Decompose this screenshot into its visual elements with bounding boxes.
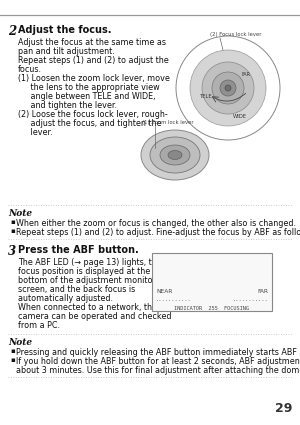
Text: focus position is displayed at the: focus position is displayed at the: [18, 267, 150, 276]
Circle shape: [225, 85, 231, 91]
Text: TELE: TELE: [200, 94, 212, 99]
Circle shape: [220, 80, 236, 96]
Text: bottom of the adjustment monitor: bottom of the adjustment monitor: [18, 276, 156, 285]
Text: camera can be operated and checked: camera can be operated and checked: [18, 312, 172, 321]
Text: 29: 29: [274, 402, 292, 415]
Text: pan and tilt adjustment.: pan and tilt adjustment.: [18, 47, 115, 56]
Text: FAR: FAR: [242, 71, 250, 76]
Text: If you hold down the ABF button for at least 2 seconds, ABF adjustment is starte: If you hold down the ABF button for at l…: [16, 357, 300, 366]
Ellipse shape: [160, 145, 190, 165]
Text: 3: 3: [8, 245, 16, 258]
Text: The ABF LED (→ page 13) lights, the: The ABF LED (→ page 13) lights, the: [18, 258, 162, 267]
Text: focus.: focus.: [18, 65, 42, 74]
Text: Note: Note: [8, 209, 32, 218]
Ellipse shape: [150, 137, 200, 173]
Text: Adjust the focus.: Adjust the focus.: [18, 25, 112, 35]
Circle shape: [212, 72, 244, 104]
Text: 2: 2: [8, 25, 16, 38]
Text: Repeat steps (1) and (2) to adjust. Fine-adjust the focus by ABF as follows.: Repeat steps (1) and (2) to adjust. Fine…: [16, 228, 300, 237]
Text: When connected to a network, the: When connected to a network, the: [18, 303, 157, 312]
Text: and tighten the lever.: and tighten the lever.: [18, 101, 117, 110]
Text: Pressing and quickly releasing the ABF button immediately starts ABF adjustment.: Pressing and quickly releasing the ABF b…: [16, 348, 300, 357]
Text: adjust the focus, and tighten the: adjust the focus, and tighten the: [18, 119, 161, 128]
Text: angle between TELE and WIDE,: angle between TELE and WIDE,: [18, 92, 155, 101]
Ellipse shape: [141, 130, 209, 180]
Text: ...........: ...........: [232, 297, 268, 302]
Text: INDICATOR  255  FOCUSING: INDICATOR 255 FOCUSING: [175, 306, 250, 311]
Circle shape: [190, 50, 266, 126]
Text: screen, and the back focus is: screen, and the back focus is: [18, 285, 135, 294]
Text: ▪: ▪: [10, 219, 15, 225]
Text: ▪: ▪: [10, 228, 15, 234]
Text: ▪: ▪: [10, 357, 15, 363]
Text: lever.: lever.: [18, 128, 52, 137]
Text: When either the zoom or focus is changed, the other also is changed.: When either the zoom or focus is changed…: [16, 219, 296, 228]
Ellipse shape: [168, 150, 182, 159]
Text: (2) Focus lock lever: (2) Focus lock lever: [210, 32, 262, 37]
Circle shape: [202, 62, 254, 114]
Text: automatically adjusted.: automatically adjusted.: [18, 294, 113, 303]
Text: the lens to the appropriate view: the lens to the appropriate view: [18, 83, 160, 92]
Text: (2) Loose the focus lock lever, rough-: (2) Loose the focus lock lever, rough-: [18, 110, 168, 119]
Text: (1) Loosen the zoom lock lever, move: (1) Loosen the zoom lock lever, move: [18, 74, 170, 83]
Text: Note: Note: [8, 338, 32, 347]
Text: WIDE: WIDE: [233, 113, 247, 119]
Text: about 3 minutes. Use this for final adjustment after attaching the dome.: about 3 minutes. Use this for final adju…: [16, 366, 300, 375]
Bar: [152, 253, 272, 311]
Text: ▪: ▪: [10, 348, 15, 354]
Text: Repeat steps (1) and (2) to adjust the: Repeat steps (1) and (2) to adjust the: [18, 56, 169, 65]
Text: NEAR: NEAR: [156, 289, 172, 294]
Text: Adjust the focus at the same time as: Adjust the focus at the same time as: [18, 38, 166, 47]
Text: ...........: ...........: [156, 297, 192, 302]
Text: (1) Zoom lock lever: (1) Zoom lock lever: [142, 120, 194, 125]
Text: Press the ABF button.: Press the ABF button.: [18, 245, 139, 255]
Text: FAR: FAR: [257, 289, 268, 294]
Text: from a PC.: from a PC.: [18, 321, 60, 330]
